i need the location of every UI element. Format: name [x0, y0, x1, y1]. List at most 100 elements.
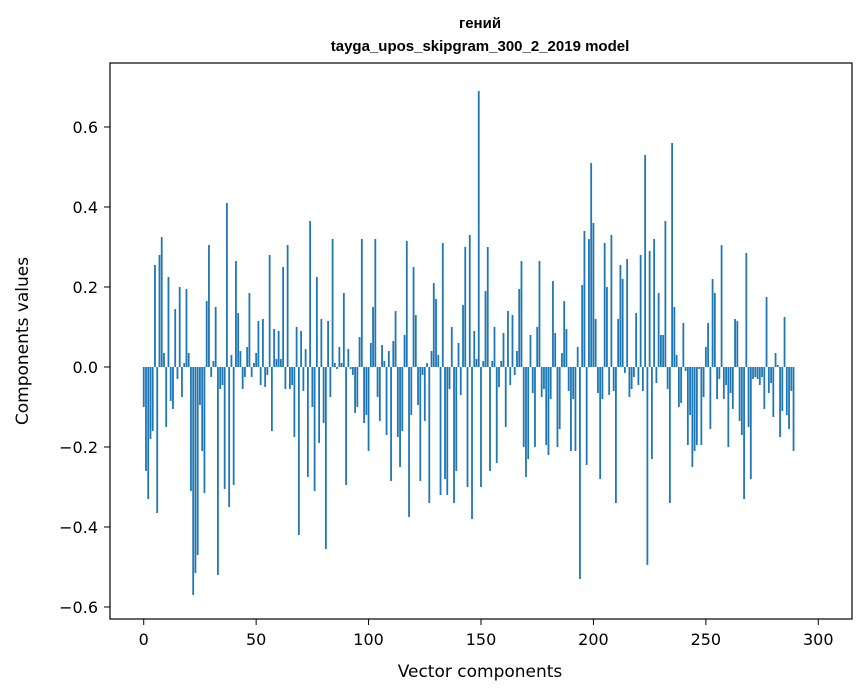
bar-211 [617, 319, 620, 367]
bar-222 [641, 367, 644, 391]
x-tick-label: 250 [691, 630, 722, 649]
bar-265 [738, 367, 741, 421]
bar-140 [457, 343, 460, 367]
y-tick-label: 0.6 [73, 118, 98, 137]
bar-158 [498, 367, 500, 387]
bar-101 [369, 343, 372, 367]
bar-99 [365, 367, 368, 415]
bar-152 [484, 291, 487, 367]
bar-45 [244, 367, 246, 377]
bar-289 [792, 367, 795, 451]
bar-229 [657, 293, 660, 367]
y-axis: −0.6 −0.4 −0.2 0.0 0.2 0.4 0.6 [59, 118, 110, 617]
bar-139 [455, 367, 458, 471]
bar-272 [754, 367, 757, 377]
bar-181 [549, 367, 552, 399]
bar-148 [475, 359, 478, 367]
bar-87 [338, 347, 341, 367]
bar-21 [190, 367, 192, 491]
bar-84 [331, 239, 334, 367]
bar-108 [385, 367, 388, 435]
bar-51 [257, 321, 260, 367]
bar-226 [650, 367, 653, 459]
bar-197 [585, 367, 588, 465]
bar-196 [583, 231, 586, 367]
bar-184 [556, 367, 559, 447]
bar-67 [293, 367, 296, 437]
y-tick-label: 0.4 [73, 198, 98, 217]
bar-267 [743, 367, 745, 499]
y-axis-label: Components values [13, 257, 33, 425]
bar-273 [756, 367, 759, 379]
bar-88 [340, 363, 343, 367]
bar-11 [167, 277, 170, 367]
bar-150 [480, 367, 482, 487]
bar-241 [684, 367, 687, 371]
bar-259 [725, 367, 727, 385]
bar-235 [671, 143, 674, 367]
bar-92 [349, 367, 352, 369]
bar-201 [594, 319, 597, 367]
bar-82 [327, 321, 329, 367]
bar-173 [531, 367, 534, 393]
bar-10 [165, 367, 168, 427]
bar-16 [178, 287, 181, 367]
bar-74 [309, 221, 312, 367]
bar-221 [639, 255, 642, 367]
bar-60 [277, 331, 280, 367]
bar-6 [156, 367, 159, 513]
bar-69 [297, 367, 300, 535]
bar-9 [163, 353, 165, 367]
bar-239 [680, 367, 683, 403]
bar-111 [392, 341, 395, 367]
bar-240 [682, 323, 685, 367]
bar-192 [574, 367, 577, 451]
bar-124 [421, 367, 424, 375]
chart-title: гений [459, 15, 501, 32]
bar-145 [468, 235, 471, 367]
bar-97 [360, 239, 363, 367]
bar-199 [590, 163, 593, 367]
bar-56 [268, 255, 271, 367]
bar-256 [718, 367, 721, 379]
bar-282 [776, 365, 779, 367]
bar-26 [201, 367, 204, 451]
bar-286 [785, 367, 788, 415]
x-tick-label: 200 [578, 630, 609, 649]
bar-27 [203, 367, 206, 493]
bar-116 [403, 335, 406, 367]
bar-132 [439, 367, 442, 495]
bar-209 [612, 367, 615, 391]
bar-118 [408, 367, 410, 517]
bar-23 [194, 367, 197, 573]
bar-147 [473, 331, 476, 367]
bar-40 [232, 367, 235, 485]
bar-288 [790, 367, 793, 391]
bar-62 [282, 267, 285, 367]
bar-228 [655, 367, 658, 383]
x-axis-label: Vector components [398, 662, 563, 682]
bar-261 [729, 367, 732, 393]
bar-285 [783, 317, 786, 367]
bar-185 [558, 367, 561, 429]
bar-146 [471, 367, 473, 519]
bar-113 [396, 367, 399, 437]
bar-275 [761, 367, 763, 377]
bar-127 [428, 367, 431, 503]
bar-78 [318, 367, 321, 443]
bar-98 [363, 367, 365, 423]
bar-25 [199, 367, 201, 405]
bar-255 [716, 367, 718, 399]
bar-249 [702, 367, 705, 397]
bar-series [142, 91, 795, 595]
bar-166 [516, 351, 518, 367]
bar-277 [765, 297, 768, 367]
bar-66 [291, 367, 294, 385]
bar-3 [149, 367, 152, 439]
bar-41 [235, 261, 237, 367]
bar-95 [356, 367, 359, 407]
bar-217 [630, 367, 633, 389]
bar-169 [522, 367, 525, 447]
bar-213 [621, 279, 624, 367]
bar-115 [401, 367, 404, 431]
